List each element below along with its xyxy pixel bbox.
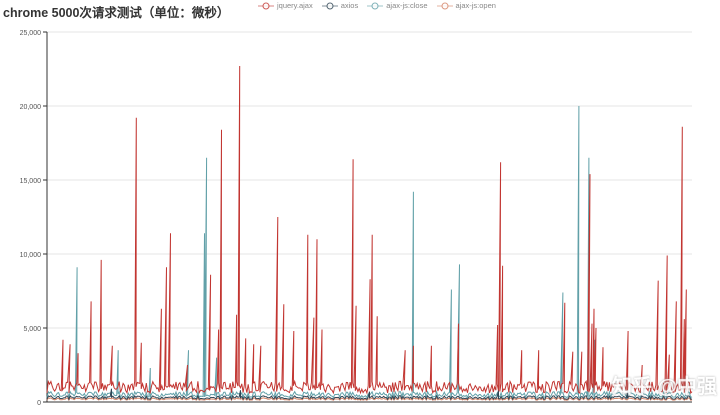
series-line-ajax-js:open [46,396,693,402]
series-line-axios [46,388,693,401]
legend-label: ajax-js:close [386,1,428,10]
y-tick-label: 20,000 [20,104,42,111]
chart-title: chrome 5000次请求测试（单位：微秒） [3,6,230,20]
legend-item[interactable]: ajax-js:close [367,1,428,10]
watermark: 知乎 @中强 [612,376,718,398]
y-tick-label: 0 [37,400,41,407]
legend-label: axios [340,1,359,10]
y-tick-label: 25,000 [20,30,42,37]
legend-marker-icon [258,2,274,9]
legend-label: ajax-js:open [455,1,496,10]
legend: jquery.ajax axios ajax-js:close ajax-js:ope… [258,1,496,10]
legend-item[interactable]: axios [321,1,359,10]
legend-marker-icon [367,2,384,9]
legend-label: jquery.ajax [277,1,313,10]
legend-marker-icon [436,2,453,9]
y-tick-label: 10,000 [20,252,42,259]
legend-item[interactable]: ajax-js:open [436,1,496,10]
y-tick-label: 15,000 [20,178,42,185]
y-tick-label: 5,000 [23,326,41,333]
legend-marker-icon [321,2,338,9]
legend-item[interactable]: jquery.ajax [258,1,313,10]
series-line-jquery.ajax [46,65,693,395]
